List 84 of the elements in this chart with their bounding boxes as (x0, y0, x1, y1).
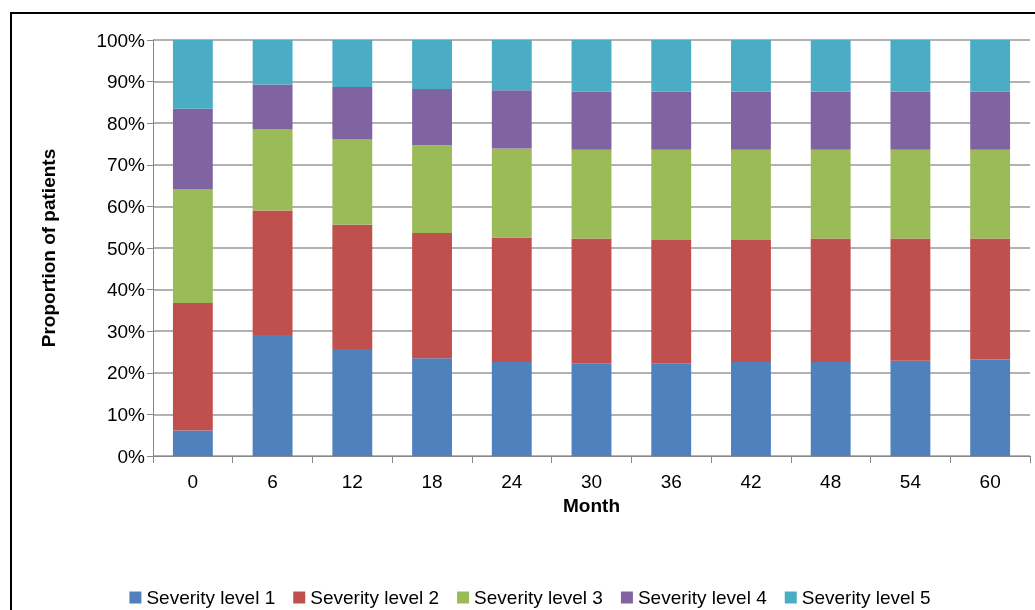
x-tick-label: 24 (501, 471, 523, 492)
bar (252, 334, 293, 456)
x-tick-label: 54 (899, 471, 922, 492)
bar (651, 91, 692, 150)
bar (890, 149, 931, 239)
bar (731, 240, 771, 362)
bar (651, 240, 692, 364)
x-tick-label: 6 (267, 471, 278, 492)
bar (651, 363, 692, 456)
x-tick-label: 30 (580, 471, 603, 492)
bar (172, 302, 213, 431)
x-tick-label: 12 (341, 471, 363, 492)
bar (810, 40, 851, 92)
y-tick-label: 20% (106, 362, 146, 384)
x-tick-label: 0 (187, 471, 199, 492)
bar (571, 40, 612, 92)
bar (571, 149, 612, 239)
bar (970, 40, 1011, 92)
y-tick-label: 30% (106, 320, 146, 342)
bar (810, 361, 851, 456)
bar (890, 91, 931, 150)
legend-label: Severity level 3 (474, 587, 603, 608)
y-tick-label: 40% (106, 279, 146, 301)
bar (731, 40, 771, 92)
bar (571, 91, 612, 150)
bar (491, 237, 532, 362)
legend-label: Severity level 2 (310, 587, 440, 608)
bar (571, 238, 612, 364)
bar (731, 91, 771, 150)
bar (172, 108, 213, 189)
y-tick-label: 100% (96, 29, 146, 51)
bar (810, 238, 851, 362)
x-tick-label: 48 (820, 471, 842, 492)
y-tick-label: 90% (106, 71, 146, 93)
bar (571, 363, 612, 456)
bar (651, 149, 692, 241)
bar (252, 210, 293, 335)
bar (890, 40, 931, 92)
bar (172, 40, 213, 109)
bar (332, 87, 373, 140)
bar (252, 40, 293, 85)
legend-label: Severity level 1 (146, 587, 276, 608)
y-tick-label: 60% (106, 195, 146, 217)
legend-label: Severity level 5 (801, 587, 931, 608)
bar (252, 84, 293, 130)
y-tick-label: 50% (106, 237, 146, 259)
x-tick-label: 36 (660, 471, 682, 492)
bar (890, 238, 931, 361)
bar (810, 149, 851, 239)
bar (970, 91, 1011, 150)
bar (412, 233, 452, 359)
bar (491, 148, 532, 238)
bar (491, 361, 532, 456)
y-tick-label: 70% (106, 154, 146, 176)
x-tick-label: 42 (740, 471, 762, 492)
bar (970, 238, 1011, 360)
bar (651, 40, 692, 92)
x-tick-label: 60 (979, 471, 1001, 492)
bar (332, 224, 373, 350)
bar (412, 40, 452, 90)
bar (412, 358, 452, 456)
bar (491, 40, 532, 91)
bar (970, 149, 1011, 239)
legend-label: Severity level 4 (637, 587, 768, 608)
bar (332, 139, 373, 225)
bar (731, 361, 771, 456)
y-tick-label: 10% (106, 403, 146, 425)
y-axis-title: Proportion of patients (38, 148, 59, 348)
bar (970, 359, 1011, 456)
bar (731, 149, 771, 241)
bar (332, 40, 373, 88)
bar (332, 349, 373, 456)
y-tick-label: 80% (106, 112, 146, 134)
x-axis-title: Month (563, 495, 620, 516)
x-tick-label: 18 (421, 471, 443, 492)
bar (412, 145, 452, 234)
bar (252, 129, 293, 211)
bar (890, 360, 931, 456)
bar (412, 89, 452, 146)
bar (810, 91, 851, 150)
y-tick-label: 0% (117, 445, 146, 467)
bar (172, 430, 213, 456)
bar (172, 188, 213, 303)
bar (491, 90, 532, 149)
